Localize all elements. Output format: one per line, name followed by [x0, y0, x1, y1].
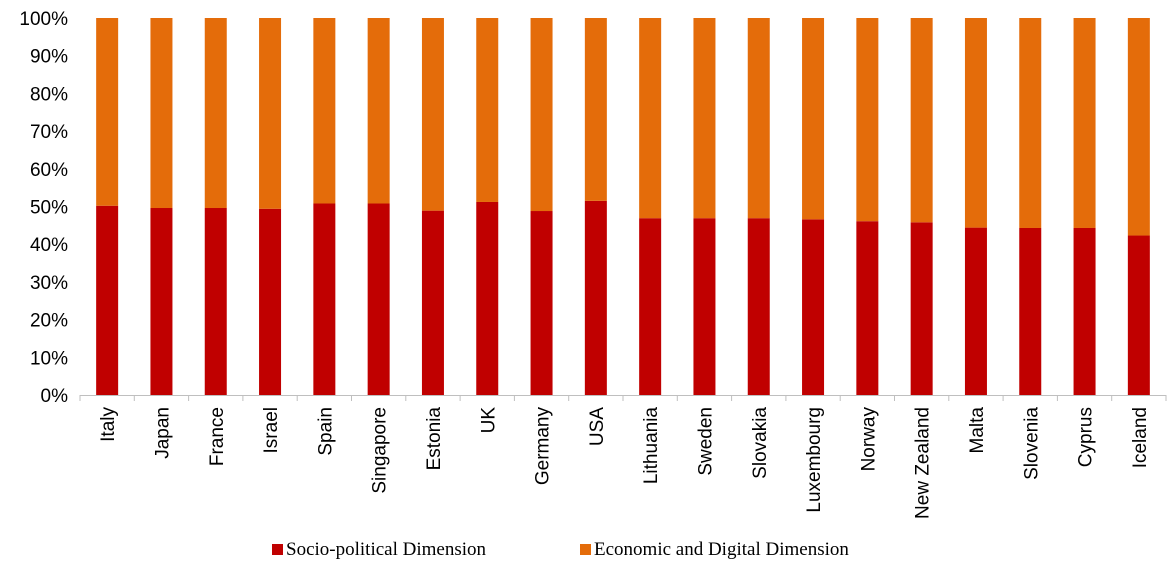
x-tick-label: Luxembourg [804, 407, 825, 513]
y-tick-label: 10% [30, 348, 68, 369]
bar-economic-digital [476, 18, 499, 202]
x-tick-label: France [207, 407, 228, 466]
bar-socio-political [421, 210, 444, 395]
y-tick-label: 80% [30, 84, 68, 105]
bar-economic-digital [910, 18, 933, 223]
bar-economic-digital [421, 18, 444, 211]
bar-socio-political [693, 218, 716, 395]
y-tick-label: 40% [30, 235, 68, 256]
y-tick-label: 60% [30, 160, 68, 181]
x-tick-label: Estonia [424, 407, 445, 471]
x-tick-label: Spain [315, 407, 336, 456]
y-tick-label: 90% [30, 47, 68, 68]
bar-socio-political [313, 203, 336, 395]
legend-swatch [272, 544, 283, 555]
bars [96, 18, 1150, 395]
bar-socio-political [367, 203, 390, 395]
bar-economic-digital [150, 18, 173, 209]
bar-socio-political [204, 208, 227, 395]
x-tick-label: Israel [261, 407, 282, 453]
x-tick-label: Slovakia [750, 407, 771, 479]
bar-economic-digital [96, 18, 119, 206]
bar-economic-digital [802, 18, 825, 220]
bar-economic-digital [313, 18, 336, 204]
bar-economic-digital [856, 18, 879, 222]
bar-economic-digital [584, 18, 607, 201]
bar-socio-political [802, 219, 825, 395]
y-tick-label: 100% [19, 9, 68, 30]
bar-economic-digital [964, 18, 987, 228]
bar-socio-political [964, 227, 987, 395]
bar-socio-political [584, 200, 607, 395]
x-axis: Italy Japan France Israel Spain Singapore Esto… [79, 395, 1167, 519]
legend-label: Socio-political Dimension [286, 539, 487, 560]
x-tick-label: Slovenia [1021, 407, 1042, 480]
y-tick-label: 0% [41, 386, 69, 407]
y-tick-label: 50% [30, 198, 68, 219]
x-tick-label: Cyprus [1076, 407, 1097, 467]
x-tick-label: Iceland [1130, 407, 1151, 468]
x-tick-label: Norway [858, 407, 879, 472]
bar-socio-political [910, 222, 933, 395]
x-tick-label: Italy [98, 407, 119, 442]
bar-socio-political [530, 211, 553, 395]
y-tick-label: 20% [30, 311, 68, 332]
x-tick-label: New Zealand [913, 407, 934, 519]
y-axis: 0% 10% 20% 30% 40% 50% 60% 70% 80% 90% 100% [19, 9, 68, 407]
bar-economic-digital [1073, 18, 1096, 228]
bar-socio-political [1019, 227, 1042, 395]
bar-socio-political [639, 218, 662, 395]
bar-socio-political [259, 208, 282, 395]
bar-economic-digital [1019, 18, 1042, 228]
legend-label: Economic and Digital Dimension [594, 539, 849, 560]
bar-socio-political [96, 205, 119, 395]
legend: Socio-political Dimension Economic and Di… [272, 539, 849, 560]
bar-socio-political [856, 221, 879, 395]
bar-socio-political [150, 208, 173, 395]
x-tick-label: Japan [152, 407, 173, 459]
x-tick-label: Germany [533, 407, 554, 486]
bar-economic-digital [747, 18, 770, 219]
bar-economic-digital [1127, 18, 1150, 236]
bar-socio-political [1073, 227, 1096, 395]
bar-socio-political [1127, 235, 1150, 395]
bar-economic-digital [204, 18, 227, 209]
bar-economic-digital [639, 18, 662, 219]
x-tick-label: Singapore [370, 407, 391, 494]
x-tick-label: Sweden [695, 407, 716, 476]
bar-economic-digital [259, 18, 282, 209]
y-tick-label: 70% [30, 122, 68, 143]
legend-swatch [580, 544, 591, 555]
x-tick-label: Malta [967, 407, 988, 454]
x-tick-label: UK [478, 407, 499, 434]
bar-socio-political [747, 218, 770, 395]
bar-economic-digital [693, 18, 716, 219]
x-tick-label: USA [587, 407, 608, 446]
bar-economic-digital [530, 18, 553, 212]
y-tick-label: 30% [30, 273, 68, 294]
bar-economic-digital [367, 18, 390, 204]
bar-socio-political [476, 201, 499, 395]
x-tick-label: Lithuania [641, 407, 662, 485]
